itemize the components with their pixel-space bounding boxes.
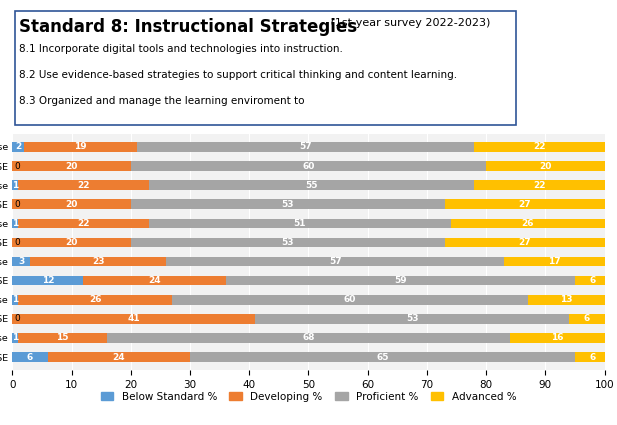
Bar <box>575 352 611 362</box>
Text: 24: 24 <box>113 353 125 362</box>
Text: 1: 1 <box>12 181 19 190</box>
Bar <box>131 161 486 171</box>
Bar <box>12 295 19 305</box>
Bar <box>12 142 24 152</box>
Text: 24: 24 <box>148 276 161 285</box>
Bar <box>19 218 149 228</box>
Bar <box>137 142 474 152</box>
Bar <box>149 180 474 190</box>
Bar <box>226 276 575 286</box>
Text: 8.2 Use evidence-based strategies to support critical thinking and content learn: 8.2 Use evidence-based strategies to sup… <box>20 70 458 80</box>
Text: 20: 20 <box>65 200 78 209</box>
Text: 8.3 Organized and manage the learning enviroment to: 8.3 Organized and manage the learning en… <box>20 96 305 106</box>
Bar <box>445 199 605 209</box>
Bar <box>12 257 30 266</box>
Bar <box>12 276 83 286</box>
Text: 60: 60 <box>344 295 356 304</box>
Text: 1: 1 <box>12 219 19 228</box>
Text: 22: 22 <box>533 181 546 190</box>
Text: 20: 20 <box>65 162 78 170</box>
Bar <box>24 142 137 152</box>
Text: 53: 53 <box>406 314 418 323</box>
Bar <box>569 314 605 323</box>
Text: 15: 15 <box>56 334 69 343</box>
Text: 23: 23 <box>92 257 104 266</box>
Legend: Below Standard %, Developing %, Proficient %, Advanced %: Below Standard %, Developing %, Proficie… <box>97 388 520 406</box>
Bar <box>19 295 172 305</box>
Text: 8.1 Incorporate digital tools and technologies into instruction.: 8.1 Incorporate digital tools and techno… <box>20 44 343 54</box>
Text: 20: 20 <box>539 162 552 170</box>
Bar <box>486 161 605 171</box>
Bar <box>83 276 226 286</box>
Bar <box>12 218 19 228</box>
Text: 53: 53 <box>281 200 294 209</box>
Text: 65: 65 <box>376 353 389 362</box>
Text: 53: 53 <box>281 238 294 247</box>
Text: 3: 3 <box>18 257 24 266</box>
Text: 26: 26 <box>89 295 102 304</box>
Text: 22: 22 <box>533 142 546 151</box>
Bar <box>107 333 510 343</box>
Bar <box>131 199 445 209</box>
Bar <box>474 180 605 190</box>
Text: 57: 57 <box>329 257 341 266</box>
Bar <box>12 180 19 190</box>
Text: 0: 0 <box>14 238 20 247</box>
Text: 1: 1 <box>12 295 19 304</box>
Bar <box>12 314 255 323</box>
Bar <box>48 352 190 362</box>
Text: (1st-year survey 2022-2023): (1st-year survey 2022-2023) <box>328 18 491 28</box>
Bar <box>504 257 605 266</box>
Bar <box>575 276 611 286</box>
Bar <box>12 333 19 343</box>
Text: 68: 68 <box>302 334 315 343</box>
Text: 17: 17 <box>548 257 561 266</box>
Text: 6: 6 <box>590 353 596 362</box>
Text: 22: 22 <box>77 181 89 190</box>
Bar <box>510 333 605 343</box>
Text: 6: 6 <box>590 276 596 285</box>
Bar <box>30 257 167 266</box>
Text: 59: 59 <box>394 276 407 285</box>
Bar <box>167 257 504 266</box>
Bar <box>450 218 605 228</box>
Text: Standard 8: Instructional Strategies: Standard 8: Instructional Strategies <box>20 18 358 36</box>
Text: 51: 51 <box>293 219 306 228</box>
Text: 41: 41 <box>128 314 140 323</box>
Text: 2: 2 <box>15 142 22 151</box>
Bar <box>12 352 48 362</box>
Text: 12: 12 <box>41 276 54 285</box>
Text: 19: 19 <box>74 142 87 151</box>
Text: 0: 0 <box>14 200 20 209</box>
Text: 13: 13 <box>560 295 573 304</box>
Text: 26: 26 <box>521 219 534 228</box>
Bar <box>474 142 605 152</box>
Text: 0: 0 <box>14 314 20 323</box>
Bar <box>12 161 131 171</box>
Bar <box>19 333 107 343</box>
Text: 6: 6 <box>27 353 33 362</box>
Text: 60: 60 <box>302 162 315 170</box>
Text: 0: 0 <box>14 162 20 170</box>
Bar <box>172 295 528 305</box>
Text: 16: 16 <box>551 334 563 343</box>
Text: 27: 27 <box>518 200 531 209</box>
Text: 6: 6 <box>584 314 590 323</box>
Text: 57: 57 <box>299 142 312 151</box>
Bar <box>445 238 605 247</box>
Text: 55: 55 <box>305 181 318 190</box>
FancyBboxPatch shape <box>15 11 516 125</box>
Text: 27: 27 <box>518 238 531 247</box>
Bar <box>12 238 131 247</box>
Bar <box>528 295 605 305</box>
Bar <box>12 199 131 209</box>
Text: 22: 22 <box>77 219 89 228</box>
Text: 20: 20 <box>65 238 78 247</box>
Bar <box>149 218 450 228</box>
Bar <box>190 352 575 362</box>
Bar <box>255 314 569 323</box>
Bar <box>131 238 445 247</box>
Bar <box>19 180 149 190</box>
Text: 1: 1 <box>12 334 19 343</box>
